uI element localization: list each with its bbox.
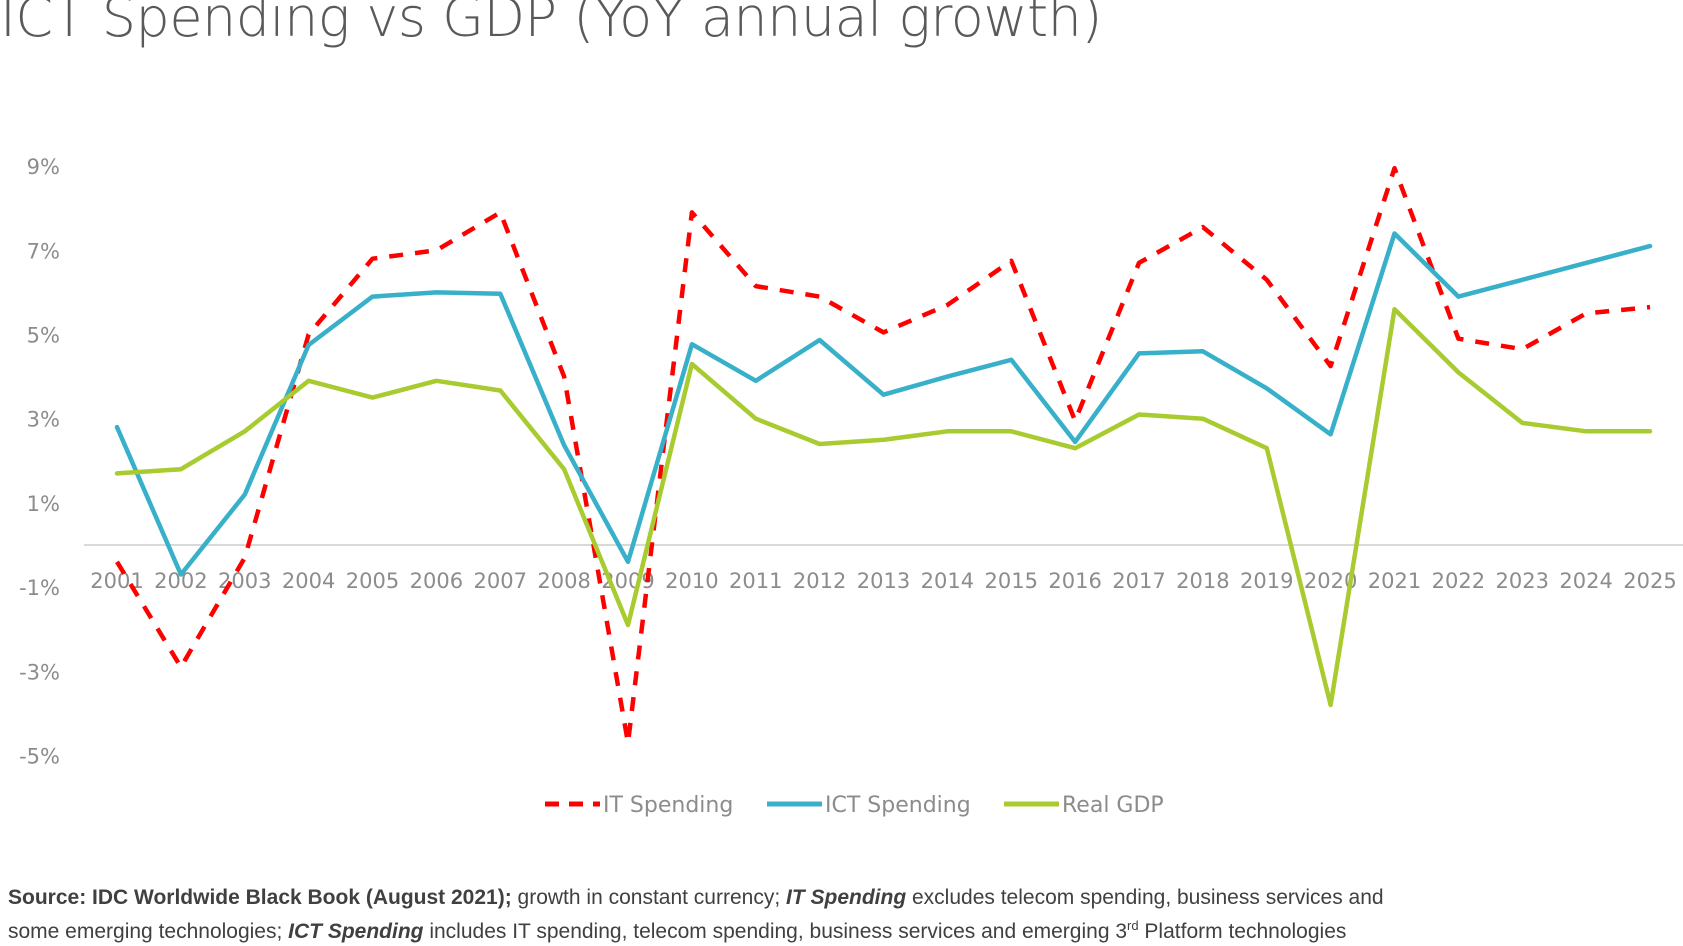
- y-tick-label: 3%: [27, 408, 60, 432]
- x-tick-label: 2019: [1240, 569, 1293, 593]
- x-tick-label: 2004: [282, 569, 335, 593]
- source-note: Source: IDC Worldwide Black Book (August…: [8, 884, 1384, 946]
- x-tick-label: 2010: [665, 569, 718, 593]
- x-tick-label: 2008: [537, 569, 590, 593]
- legend-label: Real GDP: [1062, 793, 1164, 818]
- x-tick-label: 2013: [857, 569, 910, 593]
- x-tick-label: 2006: [410, 569, 463, 593]
- source-text: some emerging technologies;: [8, 920, 288, 943]
- x-tick-label: 2022: [1432, 569, 1485, 593]
- x-tick-label: 2025: [1623, 569, 1676, 593]
- source-ict-label: ICT Spending: [288, 920, 423, 943]
- series-line-real-gdp: [117, 309, 1650, 705]
- x-tick-label: 2024: [1559, 569, 1612, 593]
- x-tick-label: 2021: [1368, 569, 1421, 593]
- source-citation: Source: IDC Worldwide Black Book (August…: [8, 886, 512, 909]
- y-tick-label: -5%: [19, 745, 60, 769]
- x-tick-label: 2023: [1496, 569, 1549, 593]
- x-tick-label: 2007: [474, 569, 527, 593]
- legend-label: ICT Spending: [825, 793, 971, 818]
- y-tick-label: -3%: [19, 660, 60, 684]
- y-tick-label: 5%: [27, 324, 60, 348]
- y-tick-label: 9%: [27, 155, 60, 179]
- y-tick-label: 7%: [27, 239, 60, 263]
- x-tick-label: 2018: [1176, 569, 1229, 593]
- source-superscript: rd: [1127, 918, 1139, 933]
- y-tick-label: -1%: [19, 576, 60, 600]
- source-text: growth in constant currency;: [512, 886, 786, 909]
- x-tick-label: 2012: [793, 569, 846, 593]
- x-tick-label: 2016: [1048, 569, 1101, 593]
- source-it-label: IT Spending: [786, 886, 906, 909]
- legend-label: IT Spending: [603, 793, 733, 818]
- source-text: excludes telecom spending, business serv…: [906, 886, 1383, 909]
- source-text: Platform technologies: [1139, 920, 1347, 943]
- source-text: includes IT spending, telecom spending, …: [424, 920, 1128, 943]
- x-tick-label: 2005: [346, 569, 399, 593]
- series-line-ict-spending: [117, 234, 1650, 575]
- x-tick-label: 2014: [921, 569, 974, 593]
- x-tick-label: 2017: [1112, 569, 1165, 593]
- series-line-it-spending: [117, 168, 1650, 743]
- x-tick-label: 2015: [985, 569, 1038, 593]
- y-tick-label: 1%: [27, 492, 60, 516]
- x-tick-label: 2011: [729, 569, 782, 593]
